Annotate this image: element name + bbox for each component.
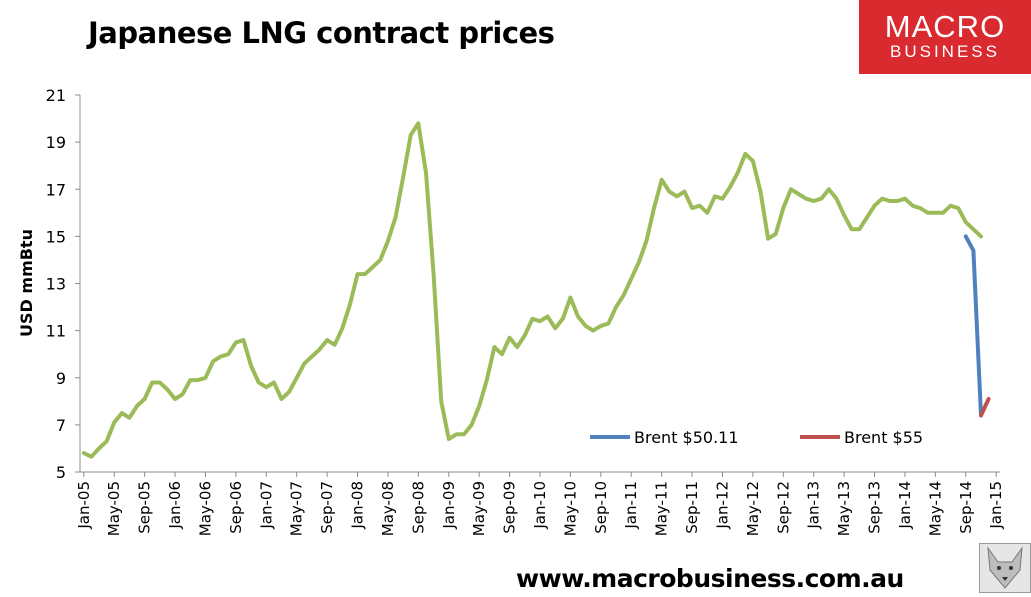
- legend-label: Brent $50.11: [634, 428, 739, 447]
- logo-line-1: MACRO: [884, 9, 1006, 44]
- y-tick-label: 5: [56, 463, 66, 482]
- x-tick-label: May-08: [379, 481, 397, 536]
- legend-label: Brent $55: [844, 428, 923, 447]
- x-tick-label: Jan-08: [349, 481, 367, 530]
- x-tick-label: Sep-12: [774, 481, 792, 534]
- y-tick-label: 13: [46, 275, 66, 294]
- y-tick-label: 9: [56, 369, 66, 388]
- x-tick-label: May-10: [561, 481, 579, 536]
- logo-line-2: BUSINESS: [890, 42, 1000, 61]
- x-tick-label: Sep-09: [501, 481, 519, 534]
- x-tick-label: May-13: [835, 481, 853, 536]
- x-tick-label: Sep-06: [227, 481, 245, 534]
- x-tick-label: Jan-15: [987, 481, 1005, 530]
- y-tick-label: 7: [56, 416, 66, 435]
- x-tick-label: Sep-08: [409, 481, 427, 534]
- series-line-1: [963, 234, 983, 418]
- x-tick-label: May-07: [288, 481, 306, 536]
- y-tick-label: 21: [46, 86, 66, 105]
- macrobusiness-logo: MACRO BUSINESS: [859, 0, 1031, 74]
- x-tick-label: Sep-11: [683, 481, 701, 534]
- x-tick-label: Jan-05: [75, 481, 93, 530]
- y-axis-ticks: 5 7 9 11 13 15 17 19 21: [46, 86, 80, 482]
- footer-url: www.macrobusiness.com.au: [516, 564, 904, 593]
- x-tick-label: Jan-06: [166, 481, 184, 530]
- x-tick-label: May-11: [653, 481, 671, 536]
- y-tick-label: 19: [46, 133, 66, 152]
- x-axis-ticks: Jan-05 May-05 Sep-05 Jan-06 May-06 Sep-06 Jan-…: [75, 472, 1005, 536]
- x-tick-label: Jan-12: [713, 481, 731, 530]
- fox-mascot-image: [979, 543, 1031, 593]
- series-line-0: [81, 121, 983, 459]
- x-tick-label: Jan-14: [896, 481, 914, 530]
- x-tick-label: Sep-10: [592, 481, 610, 534]
- x-tick-label: Jan-13: [805, 481, 823, 530]
- x-tick-label: Sep-13: [866, 481, 884, 534]
- x-tick-label: May-05: [105, 481, 123, 536]
- y-tick-label: 17: [46, 180, 66, 199]
- x-tick-label: Jan-09: [440, 481, 458, 530]
- x-tick-label: May-12: [744, 481, 762, 536]
- chart-legend: Brent $50.11 Brent $55: [590, 428, 923, 447]
- y-tick-label: 15: [46, 227, 66, 246]
- x-tick-label: Sep-14: [957, 481, 975, 534]
- y-tick-label: 11: [46, 322, 66, 341]
- series-line-2: [979, 397, 991, 418]
- chart-lines: [81, 121, 991, 459]
- chart-title: Japanese LNG contract prices: [88, 16, 555, 50]
- x-tick-label: Jan-11: [622, 481, 640, 530]
- chart-axes: [79, 95, 1000, 473]
- x-tick-label: Jan-07: [257, 481, 275, 530]
- x-tick-label: Sep-07: [318, 481, 336, 534]
- x-tick-label: May-14: [926, 481, 944, 536]
- y-axis-label: USD mmBtu: [17, 229, 36, 337]
- x-tick-label: May-06: [196, 481, 214, 536]
- x-tick-label: Jan-10: [531, 481, 549, 530]
- x-tick-label: May-09: [470, 481, 488, 536]
- x-tick-label: Sep-05: [136, 481, 154, 534]
